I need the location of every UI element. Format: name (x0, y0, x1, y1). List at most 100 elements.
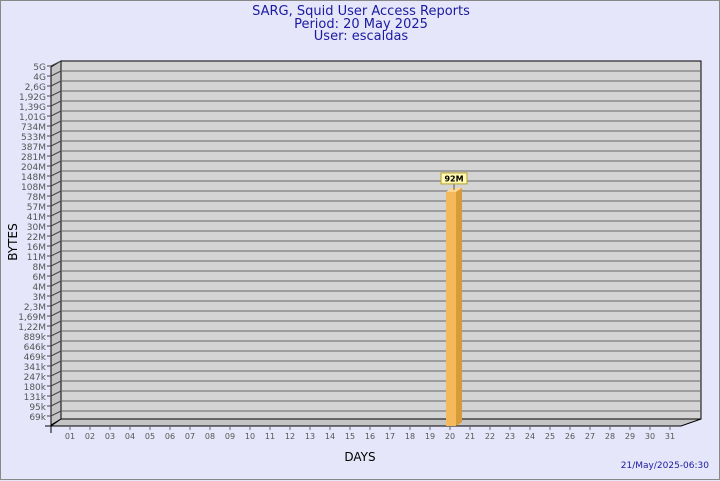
y-tick-label: 131k (24, 393, 47, 403)
y-tick-label: 247k (24, 373, 47, 383)
x-tick-label: 31 (665, 432, 675, 441)
x-tick-label: 01 (65, 432, 75, 441)
y-tick-label: 1,39G (19, 103, 46, 113)
y-tick-label: 646k (24, 343, 47, 353)
gridline-side (50, 130, 62, 137)
x-tick-label: 14 (325, 432, 335, 441)
gridline-side (50, 410, 62, 417)
x-tick-label: 08 (205, 432, 215, 441)
x-tick-label: 30 (645, 432, 655, 441)
gridline-side (50, 270, 62, 277)
gridline-side (50, 140, 62, 147)
y-tick-label: 2,6G (25, 83, 46, 93)
gridline-side (50, 190, 62, 197)
y-tick-label: 3M (33, 293, 47, 303)
chart-title: SARG, Squid User Access Reports (252, 4, 470, 19)
y-tick-label: 533M (21, 133, 46, 143)
gridline-side (50, 290, 62, 297)
gridline-side (50, 260, 62, 267)
gridline-side (50, 240, 62, 247)
gridline-side (50, 400, 62, 407)
gridline-side (50, 370, 62, 377)
y-tick-label: 889k (24, 333, 47, 343)
y-tick-label: 180k (24, 383, 47, 393)
floor (49, 418, 702, 427)
x-tick-label: 23 (505, 432, 515, 441)
y-tick-label: 1,22M (18, 323, 46, 333)
x-tick-label: 11 (265, 432, 275, 441)
y-tick-label: 2,3M (24, 303, 46, 313)
x-tick-label: 24 (525, 432, 535, 441)
y-tick-label: 11M (27, 253, 46, 263)
gridline-side (50, 310, 62, 317)
y-tick-label: 6M (33, 273, 47, 283)
x-tick-label: 02 (85, 432, 95, 441)
y-tick-label: 281M (21, 153, 46, 163)
x-tick-label: 16 (365, 432, 375, 441)
x-tick-label: 17 (385, 432, 395, 441)
y-tick-label: 1,69M (18, 313, 46, 323)
y-tick-label: 734M (21, 123, 46, 133)
gridline-side (50, 330, 62, 337)
x-tick-label: 13 (305, 432, 315, 441)
y-tick-label: 4M (33, 283, 47, 293)
y-tick-label: 69k (29, 413, 46, 423)
y-tick-label: 5G (33, 63, 46, 73)
bar-side (456, 187, 462, 426)
gridline-side (50, 110, 62, 117)
chart-period: Period: 20 May 2025 (294, 17, 428, 32)
x-tick-label: 07 (185, 432, 195, 441)
x-tick-label: 21 (465, 432, 475, 441)
y-tick-label: 1,01G (19, 113, 46, 123)
x-tick-label: 03 (105, 432, 115, 441)
y-tick-label: 8M (33, 263, 47, 273)
x-tick-label: 26 (565, 432, 575, 441)
gridline-side (50, 80, 62, 87)
gridline-side (50, 360, 62, 367)
y-tick-label: 22M (27, 233, 46, 243)
gridline-side (50, 300, 62, 307)
x-tick-label: 09 (225, 432, 235, 441)
y-tick-label: 30M (27, 223, 46, 233)
gridline-side (50, 390, 62, 397)
x-tick-label: 20 (445, 432, 455, 441)
gridline-side (50, 170, 62, 177)
plot-area (60, 60, 702, 420)
y-tick-label: 148M (21, 173, 46, 183)
gridline-side (50, 90, 62, 97)
gridline-side (50, 120, 62, 127)
y-tick-label: 108M (21, 183, 46, 193)
y-tick-label: 41M (27, 213, 46, 223)
gridline-side (50, 70, 62, 77)
gridline-side (50, 150, 62, 157)
x-tick-label: 05 (145, 432, 155, 441)
chart-user: User: escaldas (313, 29, 409, 44)
y-tick-label: 1,92G (19, 93, 46, 103)
gridline-side (50, 320, 62, 327)
gridline-side (50, 280, 62, 287)
generated-timestamp: 21/May/2025-06:30 (620, 461, 709, 471)
x-tick-label: 22 (485, 432, 495, 441)
x-tick-label: 15 (345, 432, 355, 441)
gridline-side (50, 220, 62, 227)
x-tick-label: 04 (125, 432, 135, 441)
y-tick-label: 387M (21, 143, 46, 153)
data-label: 92M (444, 174, 463, 183)
gridline-side (50, 380, 62, 387)
gridline-side (50, 100, 62, 107)
gridline-side (50, 160, 62, 167)
x-tick-label: 28 (605, 432, 615, 441)
x-tick-label: 29 (625, 432, 635, 441)
x-tick-label: 27 (585, 432, 595, 441)
gridline-side (50, 350, 62, 357)
bar (446, 191, 456, 426)
x-tick-label: 25 (545, 432, 555, 441)
y-tick-label: 204M (21, 163, 46, 173)
gridline-side (50, 340, 62, 347)
y-axis-label: BYTES (6, 223, 20, 260)
gridline-side (50, 210, 62, 217)
gridline-side (50, 60, 62, 67)
y-tick-label: 57M (27, 203, 46, 213)
x-tick-label: 12 (285, 432, 295, 441)
